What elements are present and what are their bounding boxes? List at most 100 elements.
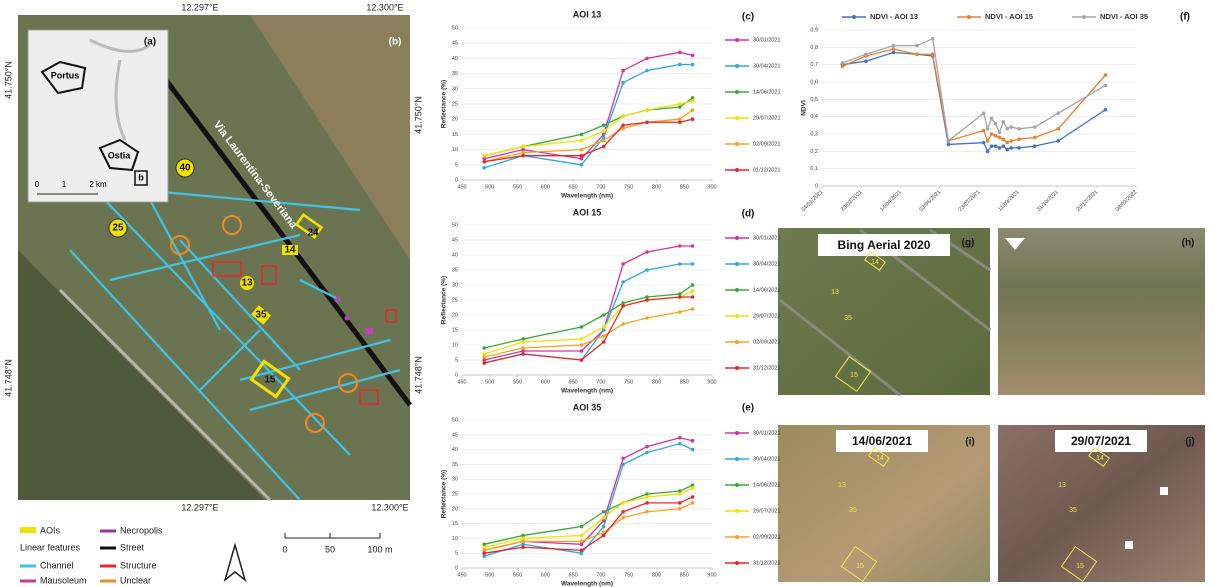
data-point (690, 99, 695, 103)
photo-aoi-label: 13 (838, 482, 846, 489)
photo-title: Bing Aerial 2020 (838, 238, 931, 252)
data-point (1103, 107, 1108, 112)
data-point (690, 108, 695, 112)
data-point (521, 144, 525, 149)
data-point (482, 545, 487, 550)
data-point (621, 304, 625, 308)
data-point (621, 123, 625, 128)
x-tick-label: 04/01/2021 (801, 189, 825, 213)
scale-label: 50 (325, 544, 335, 554)
aoi-label: 24 (307, 228, 319, 239)
coordinate-label: 41.748°N (3, 359, 13, 397)
legend-label: Street (120, 542, 145, 552)
x-tick-label: 23/07/2021 (958, 189, 982, 213)
legend-swatch (967, 15, 971, 19)
photo-title-box (836, 430, 928, 452)
data-point (981, 128, 986, 133)
data-point (601, 328, 606, 332)
series-line (842, 48, 1106, 144)
x-tick-label: 750 (624, 379, 633, 385)
data-point (579, 358, 584, 362)
data-point (946, 142, 951, 147)
data-point (915, 52, 919, 57)
x-tick-label: 700 (596, 379, 605, 385)
data-point (521, 542, 525, 547)
data-point (521, 349, 525, 353)
x-tick-label: 23/02/2021 (840, 189, 864, 213)
y-tick-label: 5 (455, 551, 458, 557)
data-point (621, 509, 625, 514)
coordinate-label: 41.748°N (413, 356, 423, 394)
y-tick-label: 50 (452, 417, 458, 423)
photo-detail (1160, 487, 1168, 495)
data-point (930, 52, 935, 57)
data-point (621, 80, 625, 85)
legend-label: Mausoleum (40, 575, 87, 585)
place-label: Ostia (108, 150, 132, 160)
y-tick-label: 10 (452, 147, 458, 153)
legend-swatch (735, 561, 739, 565)
data-point (985, 127, 990, 131)
data-point (621, 501, 625, 505)
data-point (993, 144, 998, 148)
data-point (579, 539, 584, 544)
data-point (677, 501, 682, 505)
y-tick-label: 35 (452, 462, 458, 468)
aoi-label: 14 (284, 245, 296, 256)
data-point (677, 441, 682, 446)
data-point (1056, 139, 1061, 143)
data-point (993, 121, 998, 126)
data-point (645, 298, 649, 302)
data-point (482, 542, 487, 547)
inset-map (27, 29, 169, 203)
legend-swatch (735, 340, 739, 344)
legend-swatch (20, 527, 36, 533)
x-tick-label: 450 (457, 184, 466, 190)
y-tick-label: 15 (452, 327, 458, 333)
y-tick-label: 15 (452, 132, 458, 138)
y-tick-label: 45 (452, 432, 458, 438)
legend-label: Necropolis (120, 525, 163, 535)
data-point (1017, 127, 1021, 131)
y-tick-label: 40 (452, 56, 458, 62)
data-point (645, 108, 649, 112)
legend-label: 31/12/2021 (753, 560, 781, 566)
y-axis-label: Reflectance (%) (441, 470, 448, 518)
x-tick-label: 750 (624, 184, 633, 190)
y-tick-label: 25 (452, 491, 458, 497)
series-line (484, 484, 693, 545)
series-line (484, 308, 693, 358)
y-tick-label: 0,4 (810, 114, 818, 120)
series-line (484, 100, 693, 157)
data-point (579, 153, 584, 158)
unclear-features (170, 215, 358, 433)
coordinate-label: 41.750°N (413, 96, 423, 134)
y-tick-label: 20 (452, 312, 458, 318)
data-point (690, 53, 695, 58)
data-point (601, 135, 606, 140)
x-axis-label: Wavelength (nm) (561, 581, 613, 587)
aoi-label: 15 (264, 375, 276, 386)
x-tick-label: 550 (513, 379, 522, 385)
data-point (579, 343, 584, 347)
x-tick-label: 900 (707, 379, 716, 385)
y-tick-label: 0 (455, 177, 458, 183)
data-point (677, 435, 682, 440)
legend-label: 30/01/2021 (753, 235, 781, 241)
photo (998, 228, 1205, 395)
coordinate-label: 12.300°E (371, 502, 408, 512)
x-tick-label: 800 (652, 379, 661, 385)
x-tick-label: 500 (485, 184, 494, 190)
field (18, 250, 265, 500)
data-point (840, 64, 845, 69)
data-point (521, 352, 525, 356)
chart-title: AOI 15 (573, 207, 602, 217)
data-point (1001, 144, 1006, 148)
data-point (981, 140, 986, 145)
y-tick-label: 0,7 (810, 62, 818, 68)
data-point (690, 447, 695, 452)
photo-icon (1005, 238, 1025, 250)
y-tick-label: 30 (452, 282, 458, 288)
aoi-marker (108, 218, 128, 238)
